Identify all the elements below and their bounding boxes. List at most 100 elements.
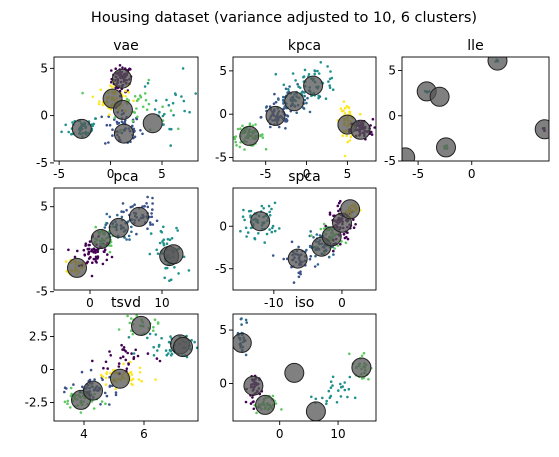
data-point xyxy=(268,228,271,231)
centroid-group xyxy=(250,199,361,269)
data-point xyxy=(81,91,84,95)
data-point xyxy=(165,98,168,102)
data-point xyxy=(252,407,256,411)
data-point xyxy=(145,108,149,111)
data-point xyxy=(297,85,300,88)
data-point xyxy=(310,234,313,237)
subplot-tsvd: 4 6 -2.5 0 2.5 tsvd xyxy=(25,295,199,441)
data-point xyxy=(244,353,248,357)
y-tick-label: 0 xyxy=(219,377,227,391)
cluster-centroid xyxy=(90,229,111,249)
data-point xyxy=(274,72,278,76)
data-point xyxy=(103,391,107,395)
data-point xyxy=(259,116,263,119)
x-tick-label: 0 xyxy=(338,296,346,310)
data-point xyxy=(239,229,242,233)
data-point xyxy=(367,378,370,381)
data-point xyxy=(308,110,312,114)
data-point xyxy=(343,388,347,392)
data-point xyxy=(373,126,376,129)
data-point xyxy=(122,346,126,349)
data-point xyxy=(148,221,152,224)
data-point xyxy=(335,401,339,404)
data-point xyxy=(161,105,164,108)
data-point xyxy=(83,254,87,257)
y-tick-label: 2.5 xyxy=(29,329,48,343)
x-tick-label: 0 xyxy=(276,427,284,441)
cluster-centroid xyxy=(129,206,149,227)
cluster-centroid xyxy=(110,368,130,389)
data-point xyxy=(332,253,335,256)
y-tick-label: 5 xyxy=(219,64,227,78)
data-point xyxy=(158,241,162,245)
cluster-centroid xyxy=(303,75,324,96)
data-point xyxy=(271,254,275,257)
data-point xyxy=(146,352,150,355)
data-point xyxy=(169,144,172,147)
data-point xyxy=(69,394,73,398)
data-point xyxy=(133,95,137,98)
data-point xyxy=(317,72,321,75)
data-point xyxy=(331,384,334,387)
cluster-centroid xyxy=(255,394,276,415)
data-point xyxy=(327,255,331,259)
data-point xyxy=(345,134,348,138)
data-point xyxy=(129,317,133,320)
x-tick-label: 5 xyxy=(344,167,352,181)
cluster-centroid xyxy=(163,244,184,265)
y-tick-label: 5 xyxy=(40,200,48,214)
data-point xyxy=(265,232,269,236)
data-point xyxy=(140,379,143,383)
data-point xyxy=(94,255,98,259)
data-point xyxy=(297,245,300,249)
data-point xyxy=(336,244,340,247)
data-point xyxy=(164,349,168,352)
data-point xyxy=(101,262,105,266)
data-point xyxy=(117,365,121,368)
data-point xyxy=(339,395,343,398)
data-point xyxy=(329,70,332,73)
data-point xyxy=(331,88,335,91)
data-point xyxy=(105,394,109,398)
data-point xyxy=(69,406,72,409)
data-point xyxy=(105,371,109,374)
data-point xyxy=(76,249,79,253)
data-point xyxy=(348,352,351,356)
subplot-title: vae xyxy=(113,38,138,54)
data-point xyxy=(169,335,172,338)
data-point xyxy=(121,202,125,205)
data-point xyxy=(246,231,250,234)
data-point xyxy=(150,212,153,215)
data-point xyxy=(134,348,137,352)
data-point xyxy=(177,127,180,131)
data-point xyxy=(162,225,165,229)
data-point xyxy=(153,108,157,111)
y-tick-label: -5 xyxy=(36,285,48,299)
data-point xyxy=(249,402,253,405)
data-point xyxy=(316,263,320,266)
data-point xyxy=(63,390,66,394)
data-point xyxy=(67,248,70,252)
data-point xyxy=(314,397,318,401)
data-point xyxy=(281,98,285,102)
data-point xyxy=(158,359,162,363)
subplot-title: lle xyxy=(467,38,483,54)
y-tick-label: -5 xyxy=(36,156,48,170)
data-point xyxy=(128,238,131,241)
data-point xyxy=(64,123,67,127)
data-point xyxy=(88,240,92,243)
data-point xyxy=(327,389,331,393)
data-point xyxy=(254,123,257,126)
cluster-centroid xyxy=(112,99,133,120)
data-point xyxy=(152,325,155,329)
data-point xyxy=(353,396,357,400)
data-point xyxy=(144,98,148,102)
data-point xyxy=(116,213,119,217)
cluster-centroid xyxy=(284,91,305,112)
data-point xyxy=(170,127,173,131)
data-point xyxy=(114,391,118,394)
data-point xyxy=(346,395,349,399)
data-point xyxy=(125,367,129,371)
cluster-centroid xyxy=(265,105,286,126)
data-point xyxy=(107,141,110,144)
